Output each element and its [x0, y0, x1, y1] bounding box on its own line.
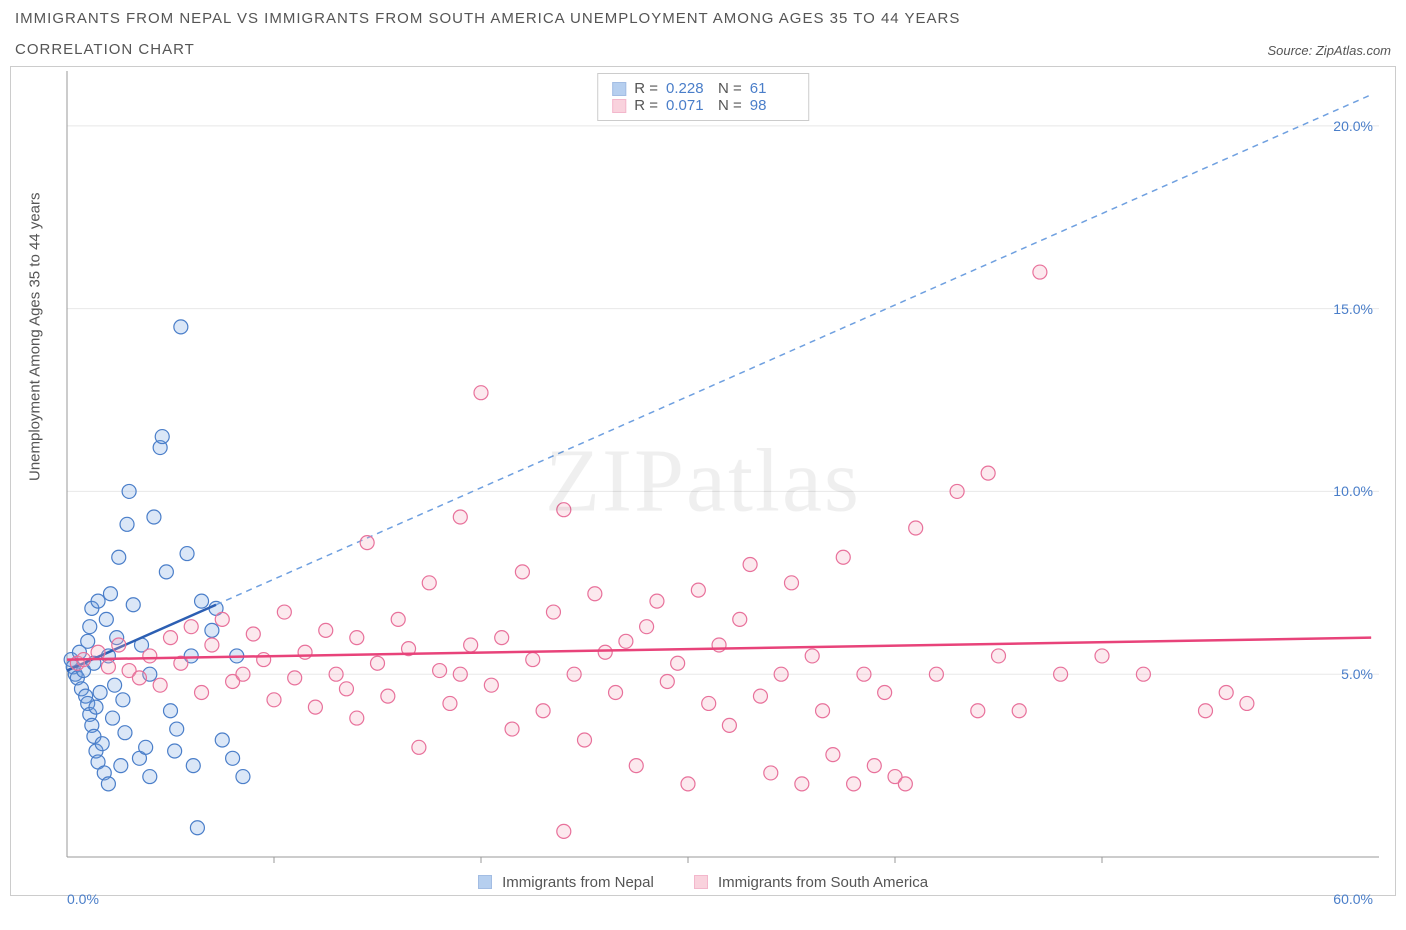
series2-r-value: 0.071	[666, 97, 710, 114]
series1-r-value: 0.228	[666, 80, 710, 97]
chart-container: Unemployment Among Ages 35 to 44 years Z…	[10, 66, 1396, 896]
n-label: N =	[718, 97, 742, 114]
series1-swatch-icon	[612, 82, 626, 96]
correlation-stats-box: R = 0.228 N = 61 R = 0.071 N = 98	[597, 73, 809, 121]
n-label: N =	[718, 80, 742, 97]
legend-item-series2: Immigrants from South America	[694, 874, 928, 891]
legend: Immigrants from Nepal Immigrants from So…	[11, 874, 1395, 891]
stats-row-series2: R = 0.071 N = 98	[612, 97, 794, 114]
series2-swatch-icon	[694, 875, 708, 889]
y-axis-label: Unemployment Among Ages 35 to 44 years	[27, 192, 44, 481]
source-attribution: Source: ZipAtlas.com	[1267, 43, 1391, 58]
series1-n-value: 61	[750, 80, 794, 97]
legend-label-series2: Immigrants from South America	[718, 874, 928, 891]
legend-item-series1: Immigrants from Nepal	[478, 874, 654, 891]
title-block: IMMIGRANTS FROM NEPAL VS IMMIGRANTS FROM…	[15, 10, 960, 58]
chart-subtitle: CORRELATION CHART	[15, 41, 960, 58]
series2-n-value: 98	[750, 97, 794, 114]
series1-swatch-icon	[478, 875, 492, 889]
legend-label-series1: Immigrants from Nepal	[502, 874, 654, 891]
r-label: R =	[634, 80, 658, 97]
correlation-scatter-chart	[11, 67, 1397, 897]
series2-swatch-icon	[612, 99, 626, 113]
stats-row-series1: R = 0.228 N = 61	[612, 80, 794, 97]
chart-title: IMMIGRANTS FROM NEPAL VS IMMIGRANTS FROM…	[15, 10, 960, 27]
r-label: R =	[634, 97, 658, 114]
chart-header: IMMIGRANTS FROM NEPAL VS IMMIGRANTS FROM…	[10, 10, 1396, 66]
